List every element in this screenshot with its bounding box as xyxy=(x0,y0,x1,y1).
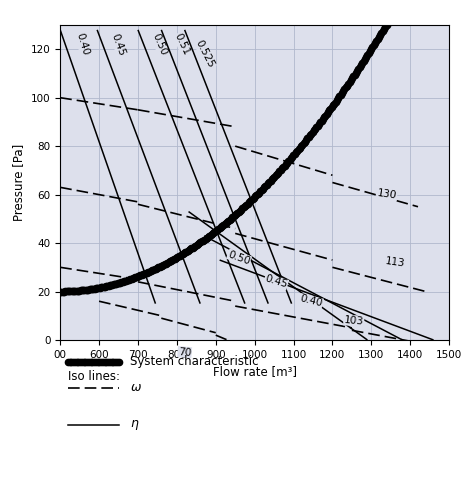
Text: 0.51: 0.51 xyxy=(173,32,192,57)
Text: 130: 130 xyxy=(376,188,397,201)
Text: 70: 70 xyxy=(178,346,192,358)
Text: $\omega$: $\omega$ xyxy=(130,381,142,394)
Text: 113: 113 xyxy=(384,256,405,269)
X-axis label: Flow rate [m³]: Flow rate [m³] xyxy=(213,366,297,378)
Text: $\eta$: $\eta$ xyxy=(130,418,140,432)
Text: 0.50: 0.50 xyxy=(226,249,251,266)
Y-axis label: Pressure [Pa]: Pressure [Pa] xyxy=(12,144,25,221)
Text: 0.40: 0.40 xyxy=(75,32,91,57)
Text: 0.45: 0.45 xyxy=(110,32,127,57)
Text: 0.45: 0.45 xyxy=(263,274,288,290)
Text: 0.50: 0.50 xyxy=(150,32,169,57)
Text: Iso lines:: Iso lines: xyxy=(68,370,120,383)
Text: 103: 103 xyxy=(344,315,364,326)
Text: 0.40: 0.40 xyxy=(299,294,324,309)
Text: 0.525: 0.525 xyxy=(194,38,216,70)
Text: System characteristic: System characteristic xyxy=(130,355,259,368)
